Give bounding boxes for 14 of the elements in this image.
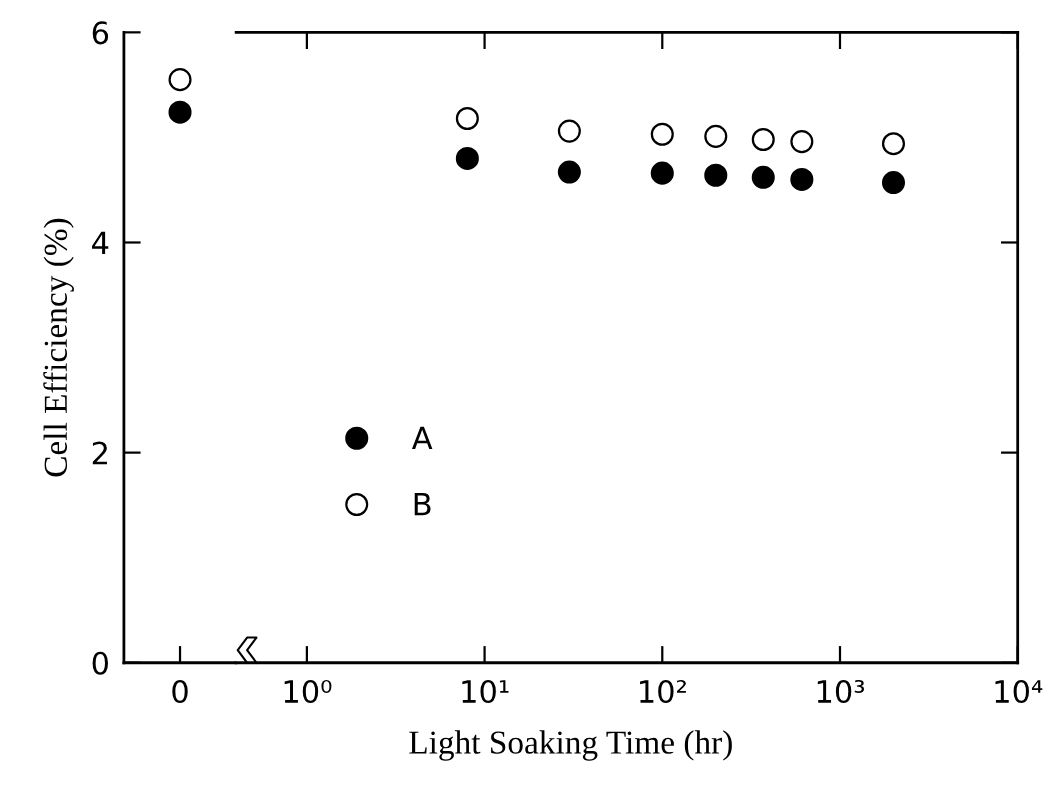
y-tick-label: 2 — [92, 441, 107, 465]
y-tick-label: 6 — [92, 21, 109, 45]
x-tick-label: 10⁰ — [284, 679, 332, 704]
x-tick-label: 10² — [640, 679, 686, 704]
y-tick-label: 0 — [92, 651, 108, 675]
x-tick-label: 10³ — [817, 679, 865, 704]
x-tick-label: 0 — [172, 679, 188, 704]
y-axis-title: Cell Efficiency (%) — [43, 218, 74, 477]
x-tick-label: 10¹ — [462, 679, 509, 704]
legend-label: B — [414, 492, 431, 516]
y-tick-label: 4 — [92, 231, 109, 255]
x-axis-title: Light Soaking Time (hr) — [409, 730, 732, 761]
legend-label: A — [411, 426, 433, 449]
x-tick-label: 10⁴ — [995, 679, 1043, 704]
